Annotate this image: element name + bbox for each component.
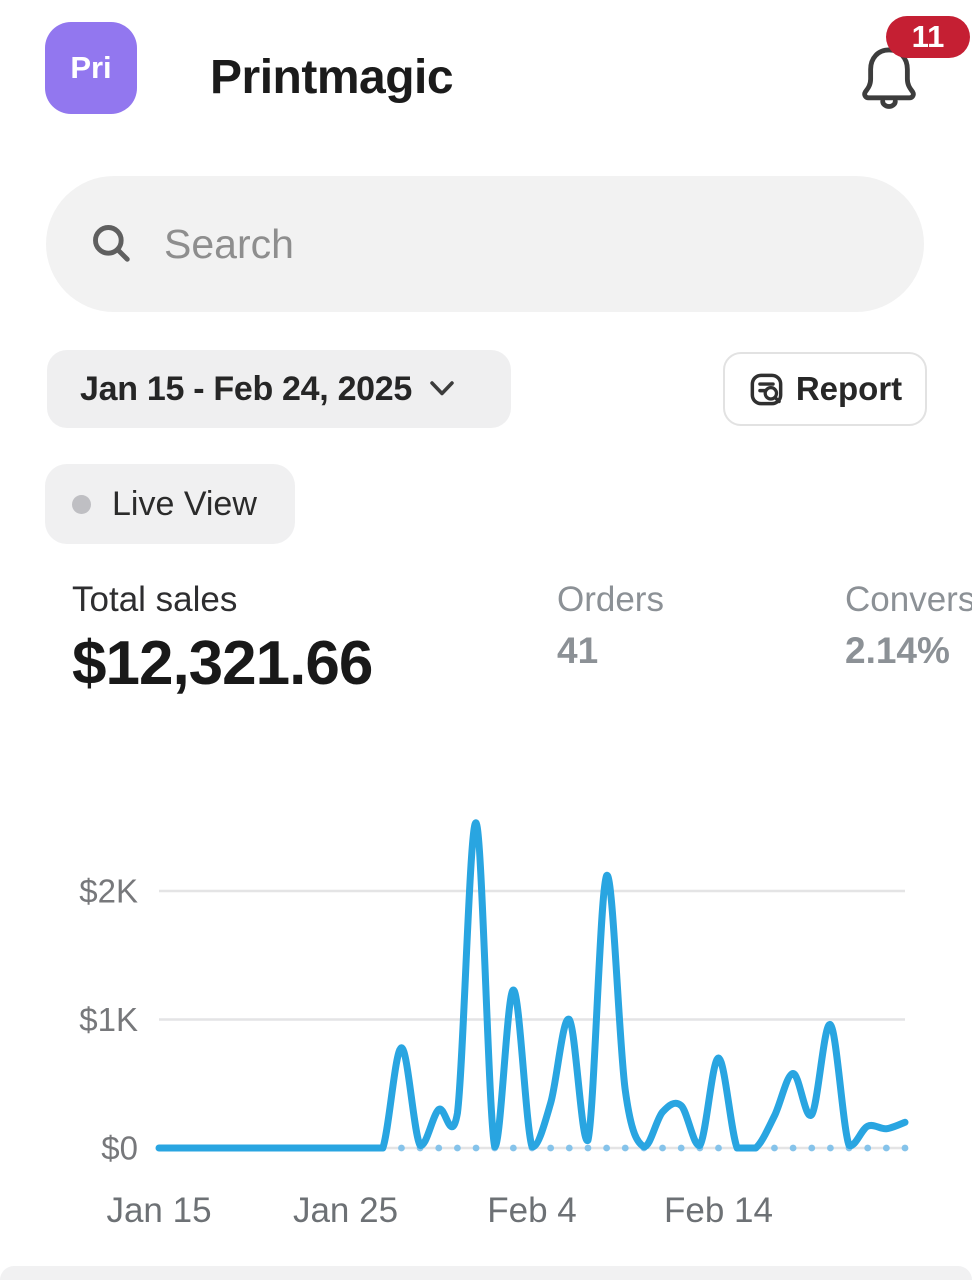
comparison-dot xyxy=(715,1144,722,1152)
comparison-dot xyxy=(472,1144,480,1152)
x-axis-label: Feb 4 xyxy=(487,1191,577,1230)
metric-total-sales-value: $12,321.66 xyxy=(72,629,373,698)
x-axis-label: Feb 14 xyxy=(664,1191,773,1230)
comparison-dot xyxy=(435,1144,443,1152)
x-axis-label: Jan 15 xyxy=(106,1191,211,1230)
comparison-dot xyxy=(789,1144,797,1152)
live-view-label: Live View xyxy=(112,484,257,523)
store-avatar[interactable]: Pri xyxy=(45,22,137,114)
comparison-dot xyxy=(509,1144,517,1152)
report-button[interactable]: Report xyxy=(723,352,927,426)
metric-orders[interactable]: Orders 41 xyxy=(557,580,664,672)
bottom-sheet-edge xyxy=(0,1266,972,1280)
x-axis-label: Jan 25 xyxy=(293,1191,398,1230)
metric-conversion-rate[interactable]: Convers 2.14% xyxy=(845,580,972,672)
store-avatar-initials: Pri xyxy=(70,50,112,85)
metric-conversion-rate-label: Convers xyxy=(845,580,972,619)
sales-line xyxy=(155,819,909,1152)
comparison-dot xyxy=(584,1144,592,1152)
comparison-dot xyxy=(565,1144,573,1152)
date-range-label: Jan 15 - Feb 24, 2025 xyxy=(80,369,413,408)
search-input[interactable] xyxy=(162,219,894,269)
comparison-dot xyxy=(864,1144,872,1152)
live-view-button[interactable]: Live View xyxy=(45,464,295,544)
sales-line-chart[interactable]: $0 $1K $2K Jan 15 Jan 25 Feb 4 Feb 14 xyxy=(0,770,972,1250)
comparison-dot xyxy=(547,1144,555,1152)
comparison-dot xyxy=(659,1144,666,1152)
live-status-dot-icon xyxy=(72,494,91,514)
comparison-dot xyxy=(882,1144,890,1152)
comparison-dot xyxy=(771,1144,778,1152)
comparison-dot xyxy=(621,1144,629,1152)
comparison-dot xyxy=(901,1144,909,1152)
notification-badge: 11 xyxy=(886,16,970,58)
comparison-dot xyxy=(398,1144,405,1152)
comparison-dot xyxy=(827,1144,834,1152)
date-range-button[interactable]: Jan 15 - Feb 24, 2025 xyxy=(47,350,511,428)
y-axis-label: $0 xyxy=(101,1130,138,1167)
metric-total-sales[interactable]: Total sales $12,321.66 xyxy=(72,580,373,699)
search-icon xyxy=(93,225,130,262)
metric-total-sales-label: Total sales xyxy=(72,580,238,619)
comparison-dot xyxy=(603,1144,610,1152)
y-axis-label: $1K xyxy=(79,1001,138,1038)
comparison-dot xyxy=(808,1144,816,1152)
metric-conversion-rate-value: 2.14% xyxy=(845,630,950,671)
y-axis-label: $2K xyxy=(79,873,138,910)
report-label: Report xyxy=(795,370,903,407)
search-bar[interactable] xyxy=(46,176,924,312)
comparison-dot xyxy=(454,1144,461,1152)
metric-orders-label: Orders xyxy=(557,580,664,619)
page-title: Printmagic xyxy=(210,51,454,104)
chevron-down-icon xyxy=(430,381,454,396)
report-icon xyxy=(750,373,783,405)
notifications-button[interactable]: 11 xyxy=(843,8,972,118)
comparison-dot xyxy=(677,1144,685,1152)
metric-orders-value: 41 xyxy=(557,630,599,671)
bell-icon xyxy=(860,44,918,117)
